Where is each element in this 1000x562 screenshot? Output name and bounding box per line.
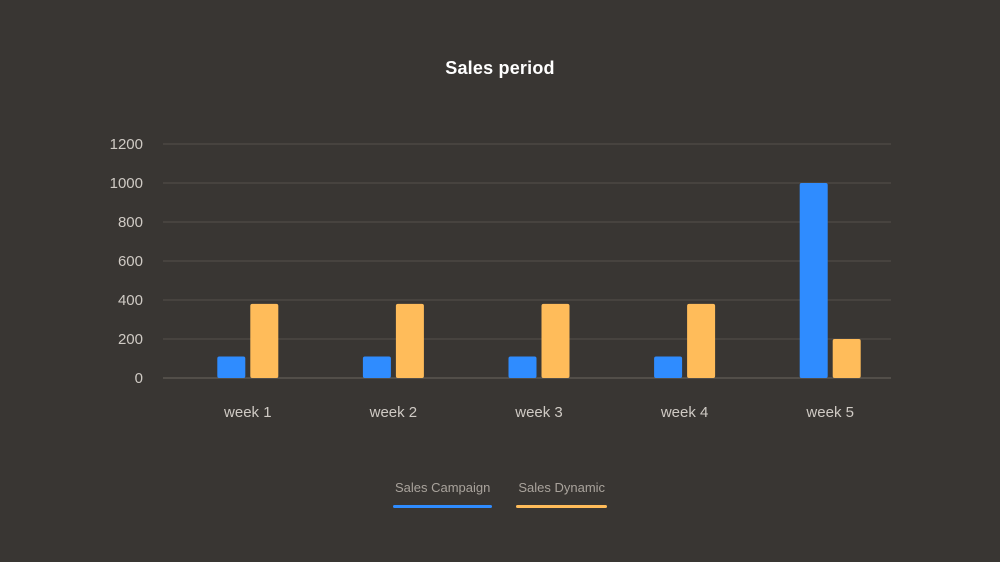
legend-label: Sales Campaign <box>394 480 491 495</box>
legend-item-sales-dynamic[interactable]: Sales Dynamic <box>516 480 608 508</box>
bar-sales-campaign-week-4 <box>654 356 683 378</box>
bar-sales-campaign-week-5 <box>799 183 828 378</box>
legend-swatch <box>516 505 608 508</box>
bar-sales-campaign-week-2 <box>362 356 391 378</box>
y-tick-label: 200 <box>118 331 143 348</box>
x-tick-label: week 1 <box>223 404 272 421</box>
y-tick-label: 600 <box>118 253 143 270</box>
chart-title: Sales period <box>445 58 555 78</box>
bar-sales-dynamic-week-1 <box>250 303 279 378</box>
legend-label: Sales Dynamic <box>518 480 606 495</box>
y-tick-label: 800 <box>118 214 143 231</box>
x-tick-label: week 5 <box>805 404 854 421</box>
legend-item-sales-campaign[interactable]: Sales Campaign <box>392 480 493 508</box>
bar-sales-dynamic-week-5 <box>832 339 861 378</box>
x-tick-label: week 3 <box>514 404 563 421</box>
x-tick-label: week 2 <box>369 404 418 421</box>
legend-swatch <box>392 505 493 508</box>
x-tick-label: week 4 <box>660 404 709 421</box>
bar-sales-dynamic-week-2 <box>395 303 424 378</box>
legend: Sales Campaign Sales Dynamic <box>0 480 1000 508</box>
y-tick-label: 0 <box>135 370 143 387</box>
bar-sales-dynamic-week-3 <box>541 303 570 378</box>
y-tick-label: 1000 <box>110 175 143 192</box>
bar-sales-campaign-week-3 <box>508 356 537 378</box>
bar-sales-campaign-week-1 <box>217 356 246 378</box>
y-tick-label: 400 <box>118 292 143 309</box>
bar-sales-dynamic-week-4 <box>687 303 716 378</box>
y-tick-label: 1200 <box>110 136 143 153</box>
